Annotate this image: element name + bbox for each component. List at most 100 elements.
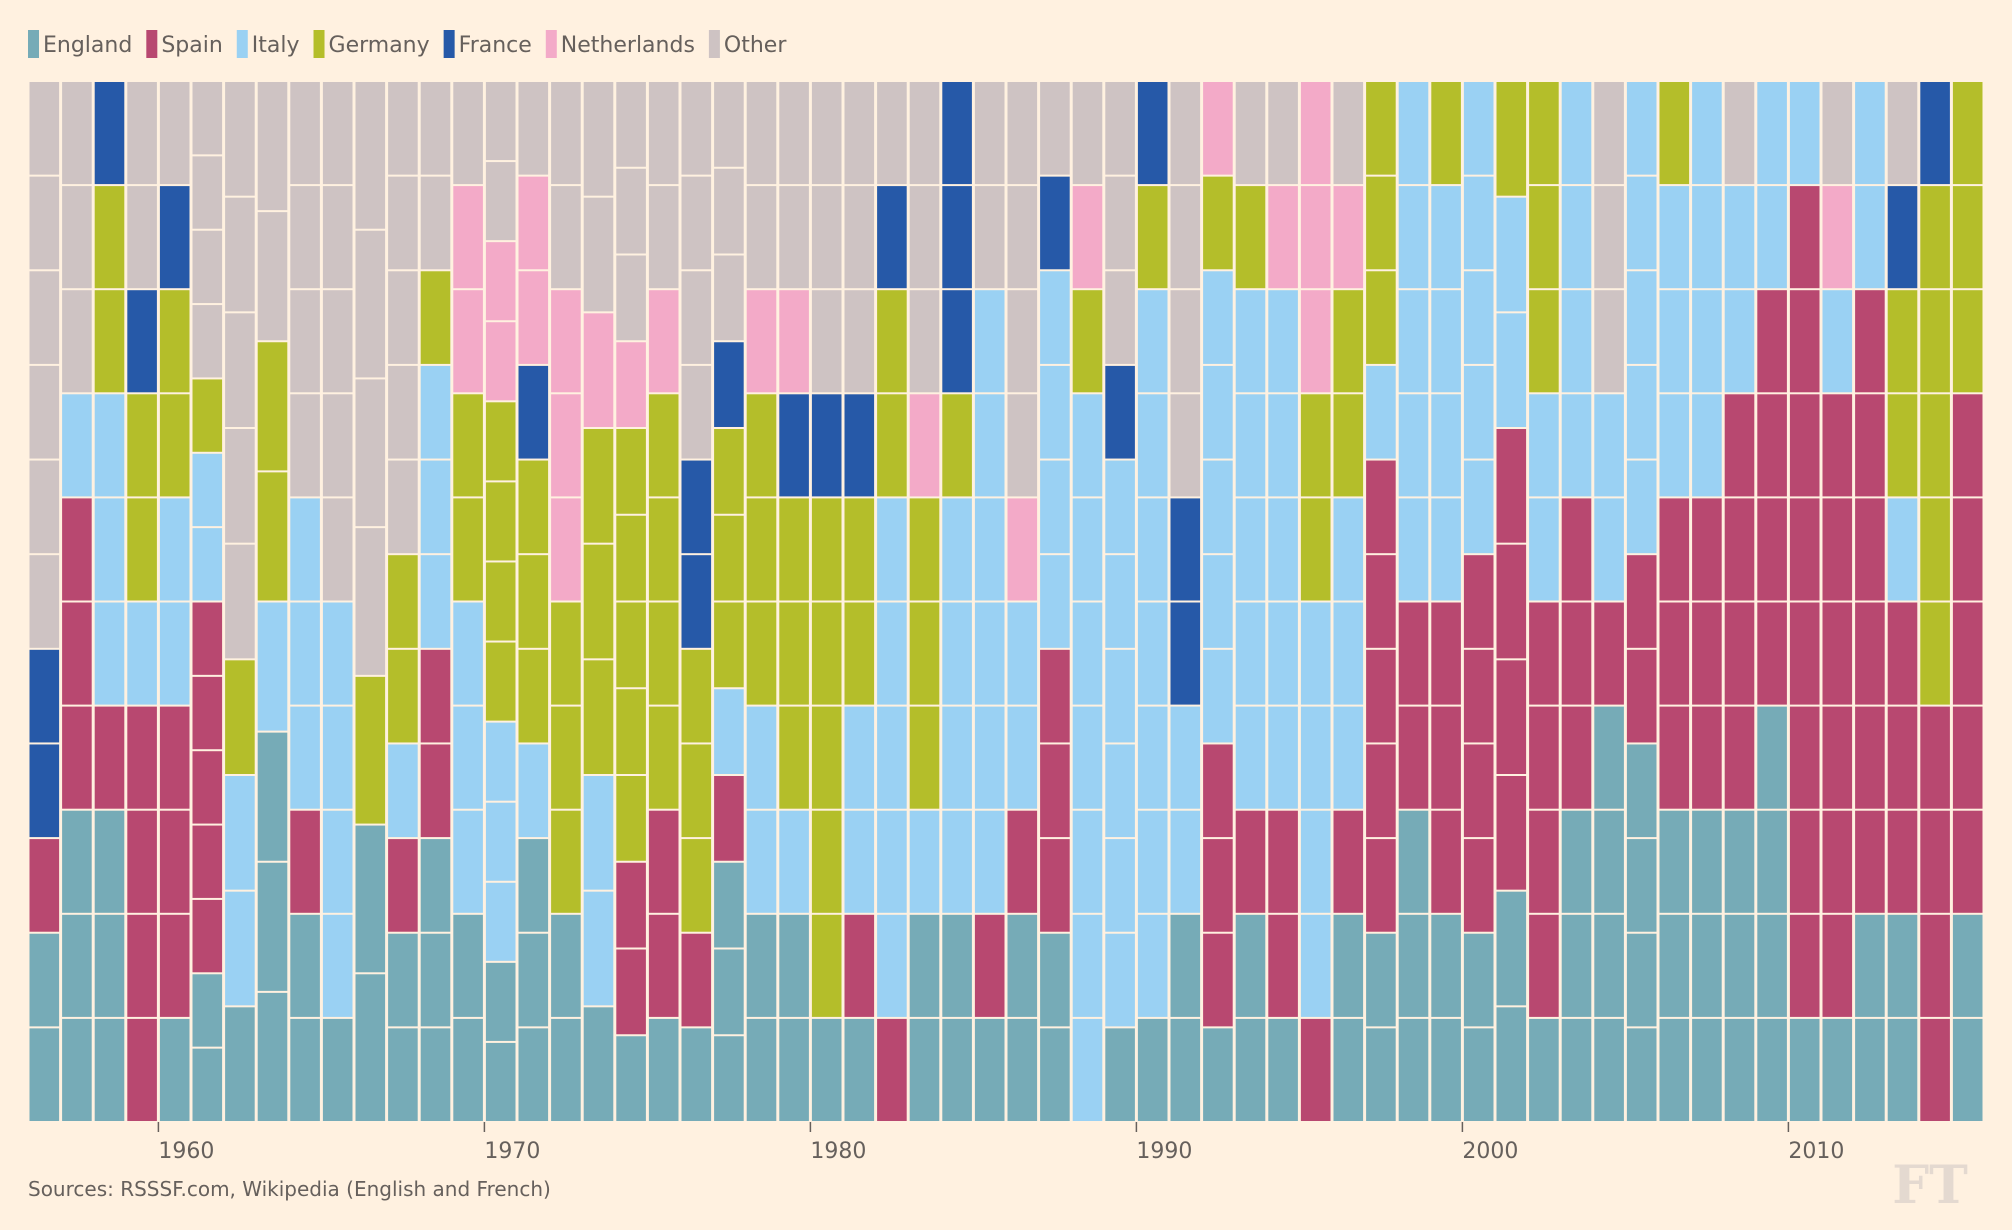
segment-italy xyxy=(1235,602,1266,705)
segment-italy xyxy=(1724,290,1755,393)
segment-italy xyxy=(1496,313,1527,427)
segment-england xyxy=(1887,914,1918,1017)
segment-other xyxy=(322,498,353,601)
segment-italy xyxy=(942,706,972,809)
segment-italy xyxy=(1855,82,1885,185)
segment-germany xyxy=(844,602,875,705)
segment-england xyxy=(909,914,940,1017)
segment-germany xyxy=(1300,394,1331,497)
x-tick-label: 2010 xyxy=(1788,1139,1844,1164)
segment-spain xyxy=(648,810,679,913)
segment-spain xyxy=(1822,810,1853,913)
segment-spain xyxy=(1659,498,1690,601)
segment-england xyxy=(1366,1028,1396,1121)
legend-label: Spain xyxy=(161,33,222,58)
segment-netherlands xyxy=(1333,186,1364,289)
segment-england xyxy=(1757,1018,1787,1121)
legend-swatch-spain xyxy=(146,30,158,58)
segment-italy xyxy=(322,706,353,809)
segment-italy xyxy=(1561,82,1592,185)
segment-other xyxy=(779,82,809,185)
segment-england xyxy=(909,1018,940,1121)
segment-france xyxy=(1105,365,1135,459)
segment-england xyxy=(1040,1028,1070,1121)
segment-italy xyxy=(1789,82,1820,185)
year-column-1961 xyxy=(192,82,223,1121)
segment-germany xyxy=(714,602,744,688)
segment-other xyxy=(909,290,940,393)
year-column-2012 xyxy=(1855,82,1885,1121)
segment-other xyxy=(1170,290,1201,393)
segment-spain xyxy=(1822,602,1853,705)
segment-italy xyxy=(1463,82,1494,175)
segment-other xyxy=(681,271,712,364)
segment-england xyxy=(844,1018,875,1121)
legend-label: Italy xyxy=(252,33,300,58)
segment-italy xyxy=(1203,271,1233,364)
segment-germany xyxy=(1366,176,1396,270)
segment-italy xyxy=(1105,460,1135,554)
segment-italy xyxy=(159,498,190,601)
year-column-1978 xyxy=(746,82,777,1121)
segment-spain xyxy=(1203,933,1233,1027)
year-column-2006 xyxy=(1659,82,1690,1121)
segment-spain xyxy=(1463,649,1494,743)
segment-germany xyxy=(355,676,386,824)
segment-france xyxy=(877,186,907,289)
segment-other xyxy=(388,365,418,459)
segment-england xyxy=(1626,839,1657,932)
segment-other xyxy=(518,82,549,175)
segment-spain xyxy=(1952,394,1983,497)
segment-england xyxy=(290,914,320,1017)
segment-italy xyxy=(518,744,549,838)
year-column-1973 xyxy=(583,82,614,1121)
segment-other xyxy=(551,186,581,289)
segment-england xyxy=(1659,914,1690,1017)
year-column-1999 xyxy=(1431,82,1461,1121)
segment-spain xyxy=(1855,810,1885,913)
segment-england xyxy=(62,810,92,913)
year-column-2010 xyxy=(1789,82,1820,1121)
segment-italy xyxy=(974,602,1005,705)
year-column-1980 xyxy=(811,82,842,1121)
segment-england xyxy=(1170,1018,1201,1121)
segment-italy xyxy=(779,810,809,913)
segment-netherlands xyxy=(1300,186,1331,289)
legend-label: France xyxy=(459,33,532,58)
segment-italy xyxy=(1268,394,1298,497)
year-column-1967 xyxy=(388,82,418,1121)
segment-england xyxy=(974,1018,1005,1121)
segment-germany xyxy=(1659,82,1690,185)
legend-swatch-france xyxy=(443,30,455,58)
segment-germany xyxy=(909,498,940,601)
segment-germany xyxy=(1920,602,1950,705)
segment-germany xyxy=(616,776,646,861)
segment-spain xyxy=(62,498,92,601)
segment-spain xyxy=(1757,290,1787,393)
segment-spain xyxy=(1398,602,1429,705)
segment-spain xyxy=(420,649,451,743)
segment-spain xyxy=(1268,810,1298,913)
segment-other xyxy=(746,186,777,289)
year-column-1979 xyxy=(779,82,809,1121)
segment-spain xyxy=(388,839,418,932)
segment-other xyxy=(355,379,386,527)
segment-spain xyxy=(1366,744,1396,838)
segment-spain xyxy=(1822,706,1853,809)
segment-other xyxy=(355,528,386,675)
segment-england xyxy=(1496,891,1527,1006)
segment-italy xyxy=(1300,810,1331,913)
segment-germany xyxy=(518,555,549,648)
year-column-1982 xyxy=(877,82,907,1121)
segment-england xyxy=(29,1028,60,1121)
segment-netherlands xyxy=(518,271,549,364)
segment-spain xyxy=(1496,776,1527,890)
segment-italy xyxy=(1333,602,1364,705)
segment-italy xyxy=(1137,706,1168,809)
segment-germany xyxy=(779,706,809,809)
segment-other xyxy=(1594,82,1624,185)
segment-germany xyxy=(583,429,614,543)
legend-item-italy: Italy xyxy=(236,30,300,58)
segment-england xyxy=(1952,1018,1983,1121)
x-tick-label: 1990 xyxy=(1136,1139,1192,1164)
